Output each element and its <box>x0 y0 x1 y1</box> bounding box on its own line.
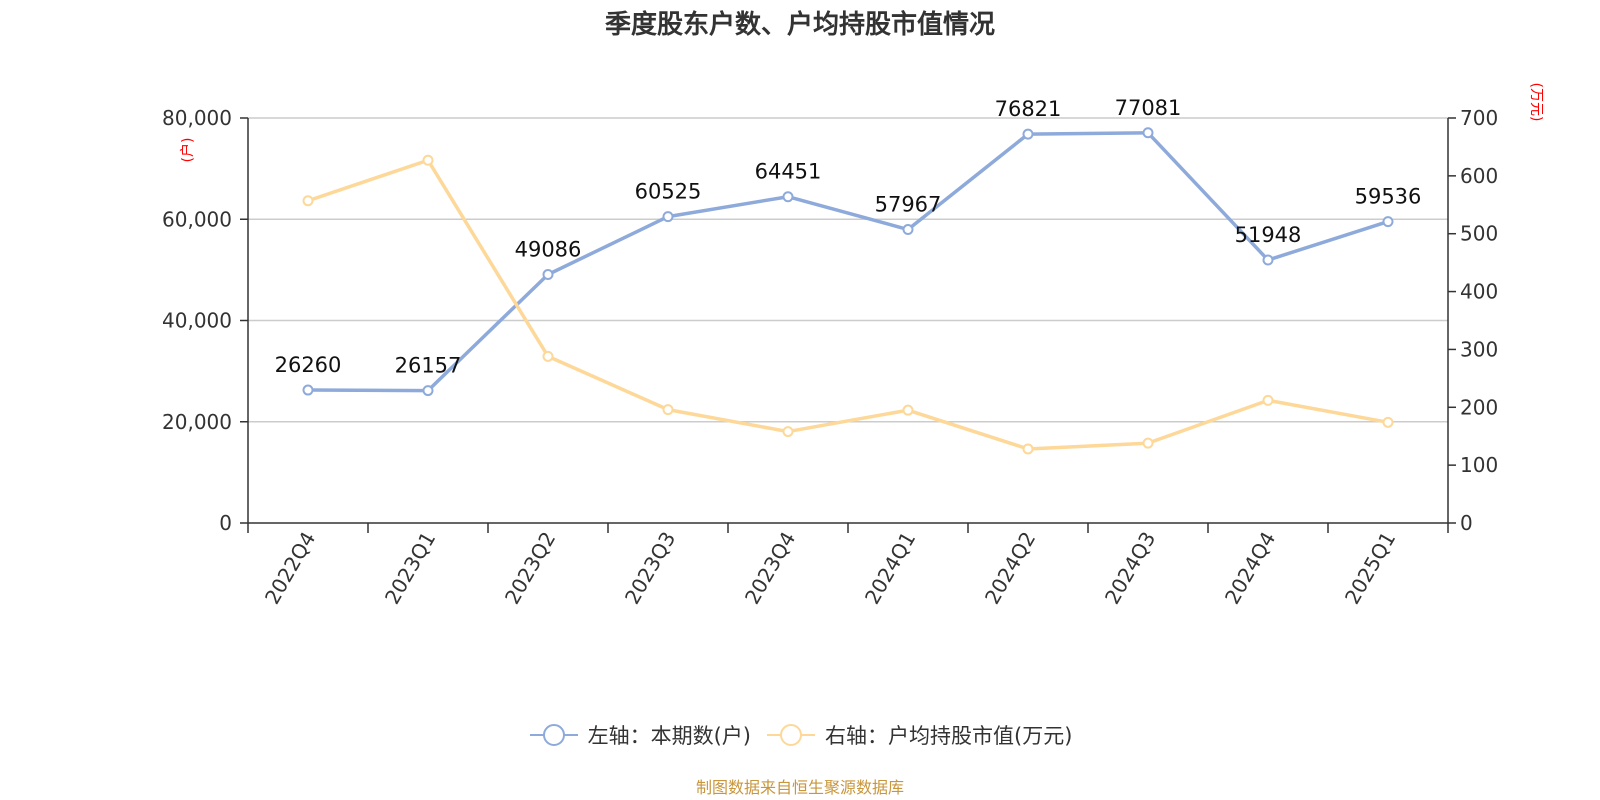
x-axis-tick-label: 2024Q3 <box>1100 528 1160 609</box>
x-axis-tick-label: 2024Q1 <box>860 528 920 609</box>
series-point-right <box>902 404 914 416</box>
right-axis-tick-label: 300 <box>1460 337 1498 361</box>
right-axis-tick-label: 0 <box>1460 511 1473 535</box>
right-axis-tick-label: 400 <box>1460 280 1498 304</box>
data-label-left: 64451 <box>755 160 822 184</box>
series-point-right <box>782 426 794 438</box>
series-point-left <box>542 269 554 281</box>
x-axis-tick-label: 2023Q2 <box>500 528 560 609</box>
left-axis-tick-label: 0 <box>219 511 232 535</box>
right-axis-tick-label: 100 <box>1460 453 1498 477</box>
x-axis-tick-label: 2024Q2 <box>980 528 1040 609</box>
series-point-left <box>422 385 434 397</box>
x-axis-tick-label: 2023Q1 <box>380 528 440 609</box>
legend-item-right-series[interactable]: 右轴：户均持股市值(万元) <box>765 720 1072 750</box>
right-axis-tick-label: 200 <box>1460 395 1498 419</box>
series-point-left <box>782 191 794 203</box>
data-label-left: 57967 <box>875 193 942 217</box>
series-point-right <box>542 350 554 362</box>
source-note: 制图数据来自恒生聚源数据库 <box>695 778 904 797</box>
series-point-left <box>1382 216 1394 228</box>
series-point-right <box>1382 416 1394 428</box>
legend-label-right-series: 右轴：户均持股市值(万元) <box>825 724 1073 748</box>
series-point-right <box>1262 394 1274 406</box>
legend-line-circle-icon <box>529 724 578 746</box>
x-axis-tick-label: 2025Q1 <box>1340 528 1400 609</box>
series-line-right <box>307 158 1389 451</box>
chart-title: 季度股东户数、户均持股市值情况 <box>604 10 995 40</box>
data-label-left: 59536 <box>1355 185 1422 209</box>
legend: 左轴：本期数(户) 右轴：户均持股市值(万元) <box>0 720 1600 750</box>
series-point-right <box>1142 437 1154 449</box>
legend-item-left-series[interactable]: 左轴：本期数(户) <box>528 720 751 750</box>
right-axis-tick-label: 600 <box>1460 164 1498 188</box>
data-label-left: 49086 <box>515 238 582 262</box>
x-axis-tick-label: 2022Q4 <box>260 528 320 609</box>
x-axis-tick-label: 2024Q4 <box>1220 528 1280 609</box>
x-axis-tick-label: 2023Q3 <box>620 528 680 609</box>
data-label-left: 51948 <box>1235 223 1302 247</box>
legend-line-circle-icon <box>767 724 815 746</box>
series-point-left <box>1022 128 1034 140</box>
series-point-right <box>422 154 434 166</box>
right-axis-tick-label: 500 <box>1460 222 1498 246</box>
data-label-left: 26260 <box>275 353 342 377</box>
series-point-left <box>902 224 914 236</box>
data-label-left: 76821 <box>995 97 1062 121</box>
right-axis-unit-label: (万元) <box>1528 83 1544 122</box>
series-point-right <box>662 404 674 416</box>
data-label-left: 26157 <box>395 354 462 378</box>
left-axis-tick-label: 80,000 <box>162 106 232 130</box>
series-point-left <box>1142 127 1154 139</box>
left-axis-tick-label: 40,000 <box>162 309 232 333</box>
series-point-left <box>662 211 674 223</box>
x-axis-tick-label: 2023Q4 <box>740 528 800 609</box>
series-point-left <box>302 384 314 396</box>
left-axis-tick-label: 20,000 <box>162 410 232 434</box>
data-label-left: 60525 <box>635 180 702 204</box>
right-axis-tick-label: 700 <box>1460 106 1498 130</box>
series-point-right <box>302 195 314 207</box>
legend-label-left-series: 左轴：本期数(户) <box>587 724 751 748</box>
series-point-left <box>1262 254 1274 266</box>
series-line-left <box>307 131 1389 393</box>
series-point-right <box>1022 443 1034 455</box>
left-axis-tick-label: 60,000 <box>162 207 232 231</box>
left-axis-unit-label: (户) <box>179 138 196 163</box>
data-label-left: 77081 <box>1115 96 1182 120</box>
